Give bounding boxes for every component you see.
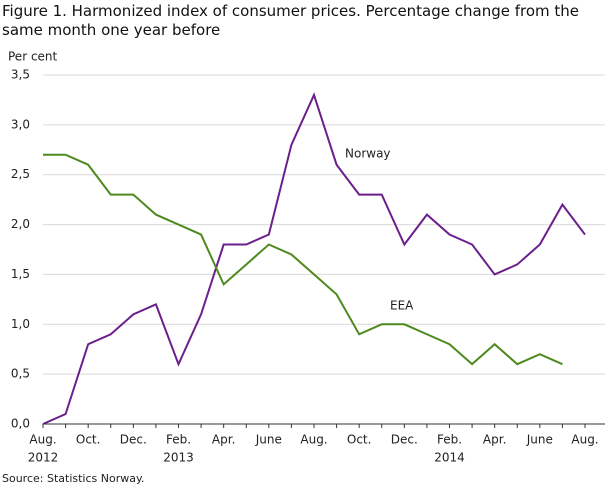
y-tick-label: 2,5: [11, 167, 30, 181]
series-label: EEA: [390, 299, 414, 313]
y-tick-label: 3,0: [11, 117, 30, 131]
x-tick-label: Dec.: [120, 433, 147, 447]
x-year-label: 2014: [434, 451, 465, 465]
x-tick-label: Aug.: [29, 433, 56, 447]
x-tick-label: June: [255, 433, 282, 447]
x-tick-label: Aug.: [300, 433, 327, 447]
x-tick-label: Aug.: [571, 433, 598, 447]
y-tick-label: 2,0: [11, 217, 30, 231]
line-series: [43, 153, 563, 366]
y-tick-label: 0,0: [11, 417, 30, 431]
x-tick-label: Feb.: [437, 433, 462, 447]
x-tick-label: Feb.: [166, 433, 191, 447]
x-tick-label: Apr.: [483, 433, 506, 447]
source: Source: Statistics Norway.: [2, 472, 144, 485]
x-tick-label: Oct.: [76, 433, 101, 447]
x-tick-label: June: [526, 433, 553, 447]
y-tick-label: 1,0: [11, 317, 30, 331]
x-year-label: 2013: [163, 451, 194, 465]
y-tick-label: 1,5: [11, 267, 30, 281]
series-label: Norway: [345, 147, 391, 161]
x-tick-label: Oct.: [347, 433, 372, 447]
x-tick-label: Dec.: [391, 433, 418, 447]
chart-title: Figure 1. Harmonized index of consumer p…: [2, 2, 580, 39]
y-axis-label: Per cent: [8, 50, 58, 64]
x-year-label: 2012: [28, 451, 59, 465]
line-series: [42, 92, 586, 425]
y-tick-label: 3,5: [11, 68, 30, 82]
x-tick-label: Apr.: [212, 433, 235, 447]
y-tick-label: 0,5: [11, 367, 30, 381]
